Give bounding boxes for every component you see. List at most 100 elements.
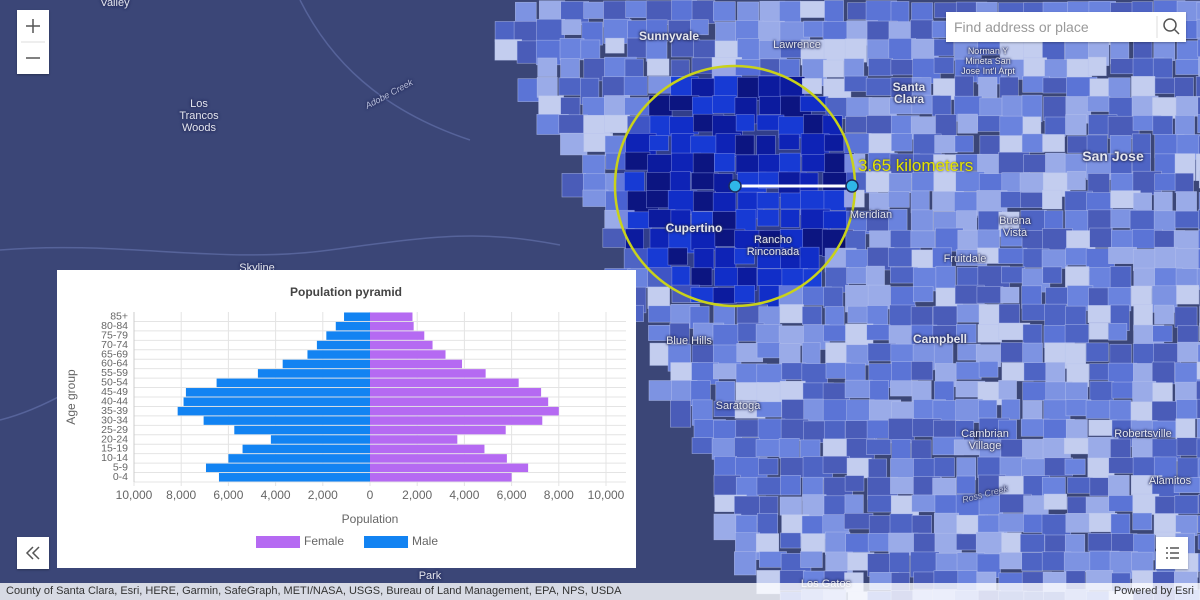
tract [891,133,913,152]
tract [779,496,802,516]
tract [1109,266,1132,289]
place-label: Santa Clara [892,80,926,106]
y-tick-label: 30-34 [101,414,128,426]
legend-button[interactable] [1156,537,1188,569]
bar [370,331,425,340]
tract [757,209,780,227]
tract [888,21,913,40]
tract [1176,399,1200,420]
tract [1173,477,1200,493]
tract [756,192,780,210]
tract [823,38,848,61]
place-label: San Jose [1082,148,1144,164]
chart-panel: Population pyramid Population Age group … [57,270,636,568]
tract [1107,362,1138,383]
bar [344,312,370,321]
tract [1043,493,1068,510]
tract [1000,342,1025,363]
tract [1177,341,1200,363]
tract [1151,361,1175,385]
tract [560,132,588,156]
tract [1088,322,1109,340]
tract [824,306,845,328]
tract [780,475,801,496]
place-label: Meridian [849,209,893,221]
tract [1153,513,1179,536]
tract [1021,303,1048,321]
x-tick-label: 8,000 [166,488,196,502]
tract [998,303,1020,326]
tract [1197,96,1200,118]
tract [932,477,957,497]
legend-swatch [364,536,409,548]
y-tick-label: 20-24 [101,433,128,445]
zoom-in[interactable] [17,10,49,42]
place-label: Blue Hills [666,335,712,347]
tract [1109,135,1132,154]
tract [560,58,580,79]
x-tick-label: 2,000 [308,488,338,502]
tract [759,495,779,516]
measure-label: 3.65 kilometers [858,156,974,175]
tract [1174,306,1198,328]
place-label: Lawrence [773,39,821,51]
tract [780,532,801,549]
collapse-button[interactable] [17,537,49,569]
x-tick-label: 6,000 [213,488,243,502]
bar [370,340,433,350]
tract [933,457,955,478]
y-tick-label: 25-29 [101,424,128,436]
tract [648,305,672,323]
measure-end[interactable] [845,179,859,193]
tract [910,230,936,249]
bar [228,454,370,463]
tract [823,286,844,309]
tract [932,305,958,328]
tract [843,512,874,530]
tract [801,363,828,384]
tract [1131,551,1154,572]
tract [888,191,910,208]
tract [978,399,998,419]
place-label: Alamitos [1148,475,1192,487]
tract [582,189,609,207]
tract [1108,457,1134,474]
tract [1045,362,1066,383]
x-tick-label: 10,000 [116,488,153,502]
tract [977,456,1004,478]
tract [1197,248,1200,272]
tract [1064,458,1086,475]
tract [1153,191,1173,213]
zoom-out[interactable] [17,43,49,74]
tract [823,59,845,78]
tract [1111,533,1138,553]
tract [999,552,1023,570]
search-button[interactable] [1156,12,1186,42]
tract [781,399,808,423]
bar [282,359,370,369]
tract [757,512,779,536]
tract [690,267,713,286]
tract [1198,229,1200,256]
measure-start[interactable] [728,179,742,193]
tract [1022,400,1043,420]
road [299,0,471,141]
tract [646,58,670,76]
tract [911,439,932,462]
tract [1000,191,1023,208]
place-label: Saratoga [715,400,761,412]
tract [734,551,757,576]
bar [216,378,370,388]
tract [1197,458,1200,482]
tract [889,551,910,574]
tract [517,78,541,102]
tract [1001,399,1021,420]
tract [1197,344,1200,363]
tract [888,418,915,444]
y-tick-label: 80-84 [101,320,128,332]
tract [931,95,952,117]
search-box[interactable]: Find address or place [946,12,1186,42]
tract [1087,533,1112,552]
bar [242,444,370,454]
tract [954,135,974,153]
